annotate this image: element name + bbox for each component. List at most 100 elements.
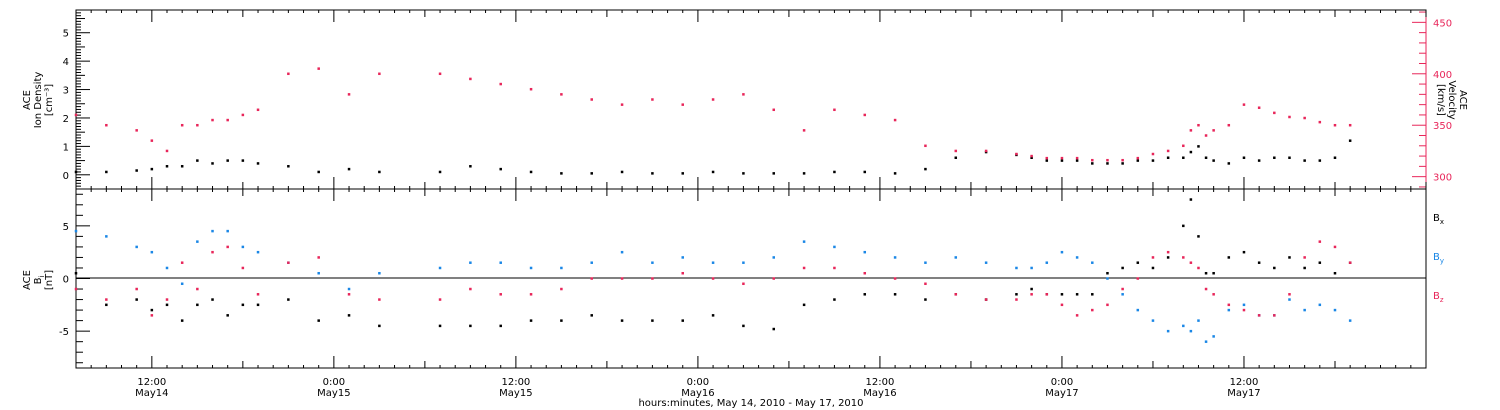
density-point xyxy=(378,170,381,174)
density-tick-label: 4 xyxy=(63,57,69,68)
Bx-point xyxy=(438,324,442,328)
x-tick-date: May17 xyxy=(1045,388,1078,399)
By-point xyxy=(469,261,472,264)
By-point xyxy=(196,240,199,243)
By-point xyxy=(1227,308,1231,312)
velocity-tick-label: 350 xyxy=(1433,121,1452,132)
By-point xyxy=(954,256,958,259)
Bx-point xyxy=(1204,271,1208,275)
Bz-point xyxy=(620,277,624,280)
Bz-point xyxy=(1136,277,1140,280)
Bz-point xyxy=(469,287,472,291)
density-point xyxy=(651,172,654,175)
velocity-point xyxy=(681,103,684,106)
x-axis-title: hours:minutes, May 14, 2010 - May 17, 20… xyxy=(638,398,863,409)
Bz-point xyxy=(1242,308,1246,312)
density-point xyxy=(1273,156,1276,159)
velocity-point xyxy=(924,144,927,148)
velocity-point xyxy=(1182,144,1185,148)
By-point xyxy=(1212,335,1215,338)
By-point xyxy=(1333,308,1337,312)
By-point xyxy=(241,245,245,249)
b-tick-label: 5 xyxy=(63,222,69,233)
velocity-point xyxy=(1212,129,1215,132)
Bx-point xyxy=(863,293,867,296)
velocity-point xyxy=(590,98,593,101)
b-label-line2: Bi xyxy=(33,276,46,285)
Bz-point xyxy=(651,277,654,280)
By-point xyxy=(1030,266,1033,270)
Bx-point xyxy=(105,303,108,307)
Bz-point xyxy=(256,293,260,296)
Bx-point xyxy=(711,314,715,317)
Bz-point xyxy=(893,277,897,280)
By-point xyxy=(226,229,229,233)
By-point xyxy=(1075,256,1079,259)
velocity-point xyxy=(1288,115,1291,119)
velocity-tick-label: 300 xyxy=(1433,173,1452,184)
minor-ticks xyxy=(75,10,1427,368)
Bz-point xyxy=(1015,298,1018,301)
Bx-point xyxy=(1121,266,1124,270)
density-label-line1: ACE xyxy=(22,90,33,110)
Bx-point xyxy=(1333,271,1337,275)
By-point xyxy=(150,250,154,254)
Bx-point xyxy=(347,314,351,317)
velocity-point xyxy=(347,93,351,96)
Bz-point xyxy=(1288,293,1291,296)
legend-bx: Bx xyxy=(1433,213,1444,226)
By-point xyxy=(1318,303,1322,307)
velocity-point xyxy=(256,108,260,112)
Bz-point xyxy=(180,261,184,264)
Bx-point xyxy=(241,303,245,307)
Bz-point xyxy=(924,282,927,286)
x-tick-time: 12:00 xyxy=(1230,377,1259,388)
density-point xyxy=(211,162,214,165)
density-point xyxy=(772,172,776,175)
By-point xyxy=(1204,340,1208,343)
velocity-point xyxy=(833,108,836,112)
b-label-line3: [nT] xyxy=(44,270,55,290)
velocity-point xyxy=(984,149,988,153)
Bz-point xyxy=(984,298,988,301)
velocity-point xyxy=(150,139,154,142)
b-label-subscript: i xyxy=(38,276,46,278)
velocity-point xyxy=(954,149,958,153)
density-point xyxy=(1288,156,1291,159)
density-point xyxy=(226,159,229,162)
Bx-point xyxy=(165,303,169,307)
Bx-point xyxy=(529,319,533,322)
Bz-point xyxy=(347,293,351,296)
Bx-point xyxy=(1197,235,1200,238)
By-point xyxy=(1136,308,1140,312)
Bx-point xyxy=(833,298,836,301)
velocity-point xyxy=(226,118,229,122)
velocity-point xyxy=(1136,156,1140,160)
density-point xyxy=(1166,156,1170,159)
Bx-point xyxy=(256,303,260,307)
tick-labels: 012345300350400450-50512:00May140:00May1… xyxy=(59,18,1452,399)
Bz-point xyxy=(1204,287,1208,291)
density-point xyxy=(1348,139,1352,142)
By-point xyxy=(1348,319,1352,322)
density-point xyxy=(1303,159,1306,162)
density-point xyxy=(469,165,472,168)
density-tick-label: 1 xyxy=(63,142,69,153)
Bx-point xyxy=(620,319,624,322)
b-label-symbol: B xyxy=(33,277,44,284)
velocity-point xyxy=(241,113,245,117)
density-point xyxy=(1060,159,1064,162)
density-point xyxy=(681,172,684,175)
By-point xyxy=(711,261,715,264)
Bx-point xyxy=(1106,271,1109,275)
By-point xyxy=(863,250,867,254)
x-tick-date: May15 xyxy=(317,388,350,399)
velocity-point xyxy=(74,113,78,117)
Bz-point xyxy=(1121,287,1124,291)
Bz-point xyxy=(1212,293,1215,296)
Bx-point xyxy=(1136,261,1140,264)
density-point xyxy=(711,170,715,174)
velocity-point xyxy=(560,93,563,96)
density-point xyxy=(1227,162,1231,165)
By-point xyxy=(1197,319,1200,322)
